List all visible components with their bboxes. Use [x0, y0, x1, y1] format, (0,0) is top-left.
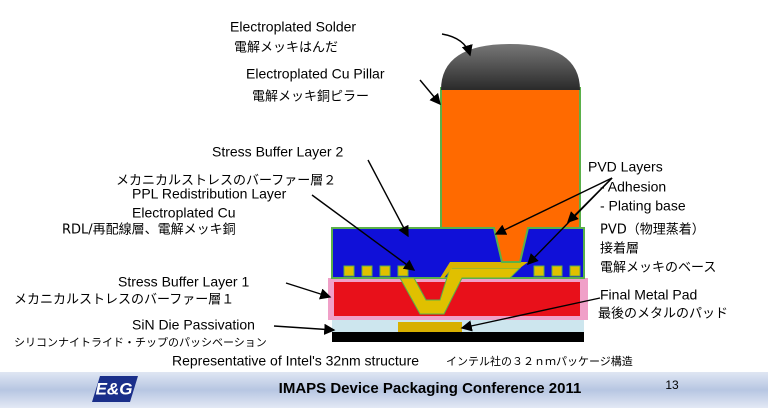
arrows [273, 33, 613, 335]
label: Stress Buffer Layer 2 [212, 144, 343, 160]
label: RDL/再配線層、電解メッキ銅 [62, 222, 236, 238]
label: 電解メッキ銅ピラー [252, 90, 369, 105]
label: SiN Die Passivation [132, 317, 255, 333]
solder [441, 44, 580, 90]
label: PPL Redistribution Layer [132, 186, 287, 202]
page-number: 13 [665, 378, 679, 392]
logo-box [92, 376, 138, 402]
label: 接着層 [600, 241, 639, 257]
label: メカニカルストレスのバーファー層１ [14, 293, 234, 308]
label: 最後のメタルのパッド [598, 307, 728, 322]
label: Electroplated Solder [230, 19, 356, 35]
cross-section [328, 44, 588, 342]
caption: Representative of Intel's 32nm structure [172, 353, 419, 369]
label: 電解メッキはんだ [234, 41, 338, 56]
logo: E&G [96, 379, 133, 398]
rdl-top [440, 262, 528, 278]
label: Electroplated Cu [132, 205, 236, 221]
label: シリコンナイトライド・チップのパッシベーション [14, 336, 267, 349]
final-pad [398, 322, 462, 332]
label: - Plating base [600, 198, 686, 214]
label: Electroplated Cu Pillar [246, 66, 385, 82]
label: Final Metal Pad [600, 287, 697, 303]
label: PVD Layers [588, 159, 663, 175]
rdl-pads [343, 265, 581, 277]
label: Stress Buffer Layer 1 [118, 274, 249, 290]
label: メカニカルストレスのバーファー層２ [116, 174, 336, 189]
footer-title: IMAPS Device Packaging Conference 2011 [279, 380, 582, 397]
label: PVD（物理蒸着） [600, 222, 705, 238]
caption: インテル社の３２ｎｍパッケージ構造 [446, 354, 633, 368]
label: 電解メッキのベース [600, 261, 716, 276]
label: - Adhesion [600, 179, 666, 195]
die [332, 332, 584, 342]
